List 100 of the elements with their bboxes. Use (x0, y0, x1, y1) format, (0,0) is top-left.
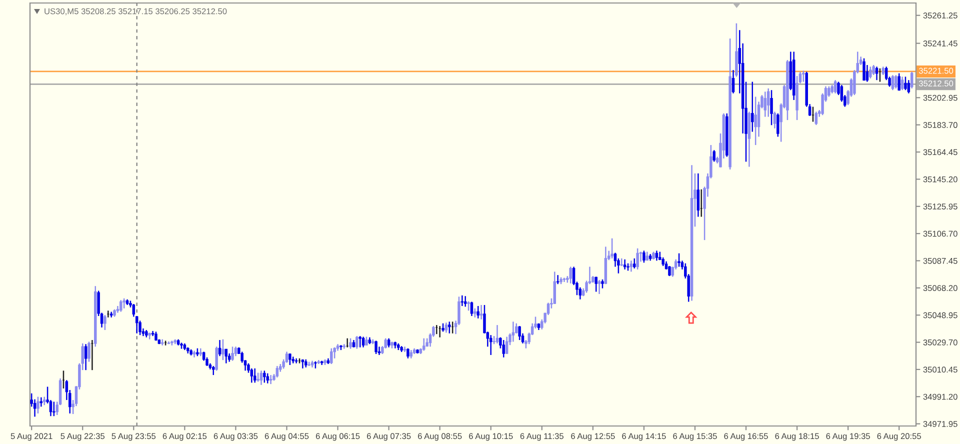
candlestick (122, 298, 126, 310)
y-tick-label: 35010.45 (923, 366, 958, 373)
candlestick (502, 339, 505, 358)
candlestick (266, 372, 269, 384)
x-tick-label: 6 Aug 03:35 (214, 433, 258, 441)
candlestick (294, 358, 298, 364)
candlestick (610, 238, 614, 260)
candlestick (260, 370, 263, 386)
candlestick (52, 401, 56, 417)
candlestick (828, 86, 830, 98)
y-tick-label: 34971.95 (923, 421, 958, 427)
candlestick (910, 71, 914, 90)
candlestick (834, 79, 837, 94)
x-tick-label: 6 Aug 10:15 (469, 433, 513, 441)
y-tick-label: 35125.95 (923, 204, 958, 210)
candlestick (898, 72, 900, 92)
candlestick (636, 248, 639, 270)
candlestick (489, 334, 492, 356)
candlestick (224, 348, 228, 364)
candlestick (231, 346, 234, 362)
candlestick (904, 76, 907, 91)
candlestick (776, 112, 780, 138)
y-tick-label: 35183.70 (923, 122, 958, 128)
candlestick (630, 260, 633, 272)
candlestick (276, 365, 279, 378)
candlestick (356, 335, 358, 350)
candlestick (866, 64, 869, 82)
x-tick-label: 6 Aug 16:55 (724, 433, 768, 441)
x-tick-label: 6 Aug 02:15 (162, 433, 207, 441)
candlestick (138, 320, 142, 336)
candlestick (358, 335, 362, 348)
text: US30,M5 35208.25 35217.15 35206.25 35212.50 (44, 8, 227, 16)
candlestick (907, 79, 910, 94)
candlestick (598, 279, 601, 295)
candlestick (553, 271, 556, 305)
candlestick (480, 304, 483, 320)
y-tick-label: 35068.20 (923, 285, 958, 292)
candlestick (374, 340, 378, 355)
candlestick (250, 368, 254, 384)
candlestick (215, 346, 218, 372)
candlestick (668, 265, 671, 277)
x-tick-label: 6 Aug 08:55 (418, 433, 462, 441)
candlestick (875, 66, 878, 81)
candlestick (476, 305, 480, 320)
candlestick (712, 149, 716, 162)
x-tick-label: 6 Aug 20:55 (877, 433, 921, 441)
candlestick (362, 336, 365, 348)
y-tick-label: 35145.20 (923, 176, 958, 182)
candlestick (330, 348, 333, 365)
ref-line-label: 35221.50 (918, 68, 954, 74)
candlestick (569, 266, 572, 284)
candlestick (406, 348, 410, 359)
candlestick (36, 396, 40, 414)
y-tick-label: 35048.95 (923, 312, 958, 318)
candlestick (342, 343, 346, 350)
candlestick (104, 314, 106, 331)
candlestick (556, 274, 560, 285)
y-tick-label: 35202.95 (923, 94, 958, 101)
candlestick (754, 96, 757, 146)
candlestick (422, 338, 426, 352)
y-tick-label: 35029.70 (923, 339, 958, 346)
candlestick (678, 252, 680, 268)
x-tick-label: 6 Aug 06:15 (316, 433, 360, 441)
candlestick (218, 339, 222, 357)
x-tick-label: 6 Aug 07:35 (366, 433, 411, 441)
x-tick-label: 6 Aug 12:55 (571, 433, 615, 441)
candlestick (84, 343, 88, 371)
x-tick-label: 5 Aug 2021 (10, 433, 52, 441)
candlestick (253, 368, 256, 384)
candlestick (814, 111, 818, 126)
candlestick (263, 370, 266, 384)
candlestick (160, 338, 164, 346)
candlestick (735, 22, 738, 78)
candlestick (192, 350, 196, 358)
candlestick (349, 338, 352, 350)
candlestick (623, 258, 626, 270)
candlestick (642, 250, 646, 264)
y-tick-label: 35261.25 (923, 12, 958, 18)
candlestick (444, 322, 448, 334)
candlestick (234, 346, 238, 357)
y-tick-label: 34991.20 (923, 394, 958, 400)
x-tick-label: 6 Aug 19:35 (826, 433, 870, 441)
candlestick (766, 88, 770, 118)
candlestick (518, 325, 521, 341)
candlestick (900, 76, 904, 91)
candlestick (770, 89, 773, 126)
candlestick (467, 300, 470, 312)
candlestick (891, 74, 894, 91)
candlestick (894, 74, 898, 90)
candlestick (594, 276, 598, 292)
candlestick (474, 308, 476, 318)
candlestick (773, 111, 776, 129)
candlestick (802, 70, 805, 82)
candlestick (869, 66, 872, 80)
candlestick (464, 295, 467, 308)
candlestick (460, 294, 464, 307)
y-tick-label: 35087.45 (923, 258, 958, 264)
candlestick (512, 321, 515, 342)
y-tick-label: 35106.70 (923, 230, 958, 237)
candlestick (732, 69, 735, 94)
